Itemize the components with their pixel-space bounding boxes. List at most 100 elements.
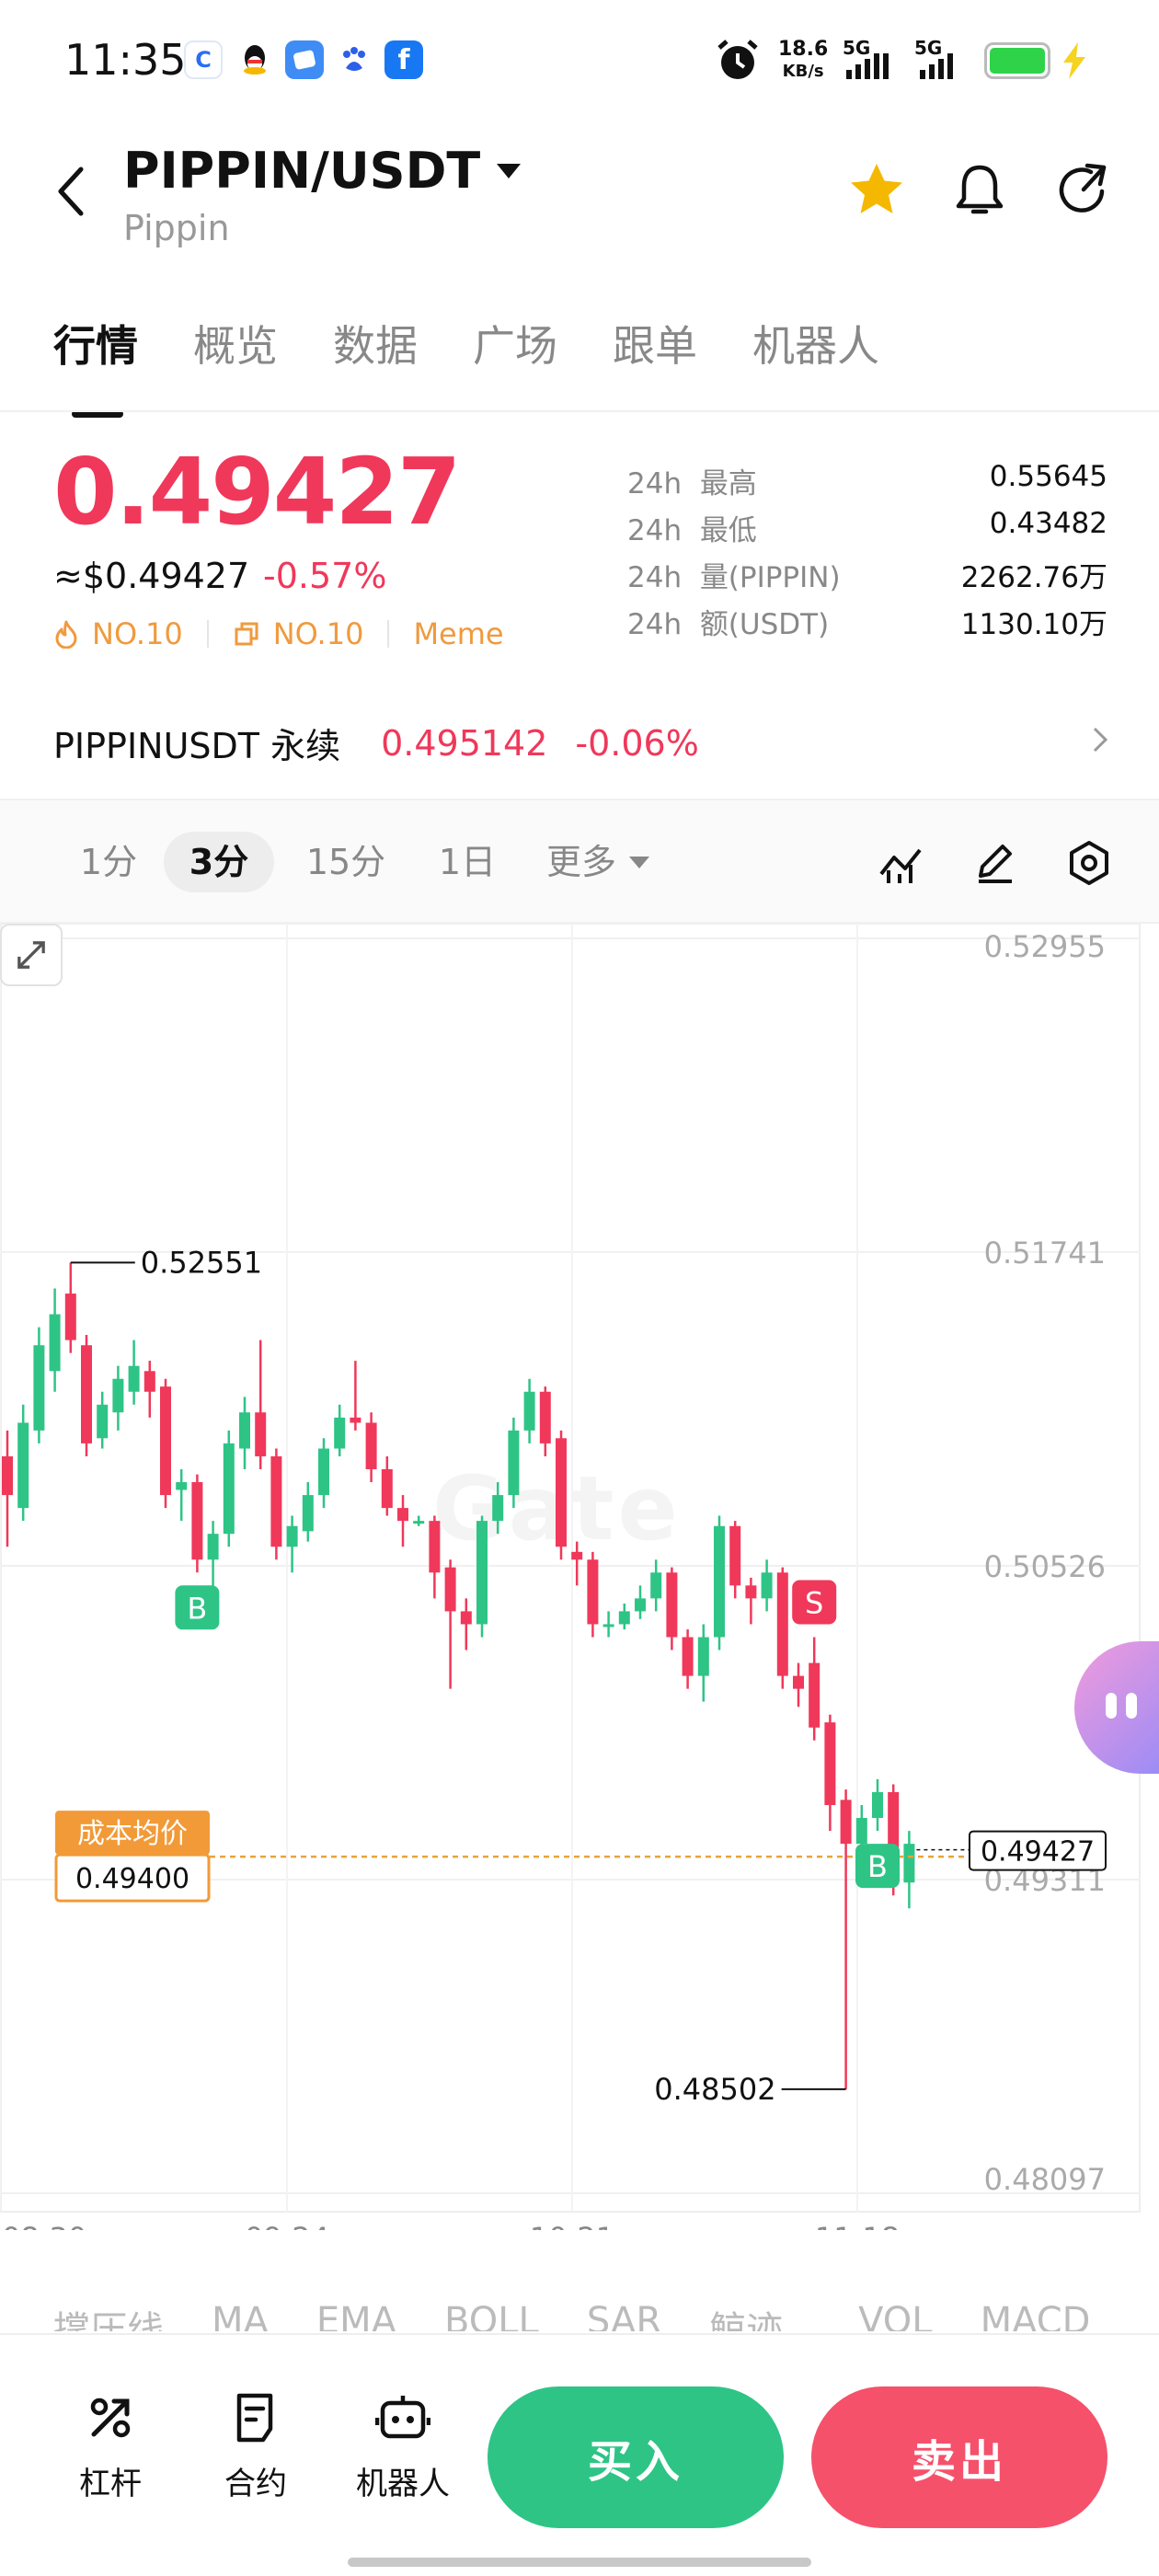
badge-separator: [206, 620, 209, 648]
browser-icon: C: [184, 40, 223, 79]
x-tick-label: 08:30: [2, 2221, 86, 2230]
caret-down-icon: [497, 163, 522, 178]
leverage-button[interactable]: 杠杆: [46, 2390, 175, 2503]
interval-15m[interactable]: 15分: [305, 842, 386, 882]
perpetual-link[interactable]: PIPPINUSDT 永续 0.495142 -0.06%: [53, 718, 1111, 768]
candle-body: [682, 1637, 694, 1676]
pair-selector[interactable]: PIPPIN/USDT: [123, 142, 522, 200]
stat-row: 24h 最高 0.55645: [627, 460, 1107, 507]
candle-body: [602, 1624, 614, 1627]
bell-icon[interactable]: [947, 158, 1012, 223]
contract-icon: [236, 2393, 273, 2443]
interval-1d[interactable]: 1日: [438, 842, 497, 882]
chart-canvas[interactable]: 0.529550.517410.505260.493110.4809708:30…: [0, 924, 1159, 2230]
perp-name: PIPPINUSDT 永续: [53, 726, 341, 766]
candle-body: [745, 1585, 757, 1599]
y-tick-label: 0.48097: [984, 2162, 1106, 2197]
network-speed: 18.6 KB/s: [778, 38, 829, 82]
indicator-ema[interactable]: EMA: [316, 2300, 397, 2331]
indicator-vol[interactable]: VOL: [858, 2300, 933, 2331]
candle-body: [476, 1521, 488, 1625]
y-tick-label: 0.50526: [984, 1549, 1106, 1584]
rank-badges: NO.10 NO.10 Meme: [53, 616, 504, 651]
candle-body: [444, 1567, 456, 1612]
indicator-sar[interactable]: SAR: [586, 2300, 662, 2331]
interval-more[interactable]: 更多: [546, 832, 675, 892]
network-label-1: 5G: [843, 37, 871, 59]
cost-value: 0.49400: [75, 1863, 189, 1895]
buy-button[interactable]: 买入: [488, 2386, 784, 2528]
stat-volume: 2262.76万: [960, 561, 1107, 594]
candle-body: [302, 1495, 314, 1532]
candle-body: [666, 1572, 678, 1638]
candle-body: [64, 1294, 76, 1340]
candle-body: [143, 1371, 155, 1392]
baidu-icon: [335, 40, 373, 79]
signal-icon-1: [846, 53, 889, 79]
candle-body: [286, 1525, 298, 1547]
candle-body: [539, 1391, 551, 1443]
star-icon[interactable]: [844, 158, 909, 223]
sell-button[interactable]: 卖出: [811, 2386, 1107, 2528]
settings-hex-icon[interactable]: [1063, 837, 1115, 889]
pair-header: PIPPIN/USDT Pippin: [0, 129, 1159, 267]
stat-high: 0.55645: [989, 460, 1107, 493]
candle-body: [318, 1448, 329, 1496]
sector-rank-badge[interactable]: NO.10: [233, 616, 363, 651]
home-indicator[interactable]: [348, 2558, 811, 2567]
usd-price: ≈$0.49427: [53, 556, 250, 596]
candle-body: [49, 1314, 61, 1372]
badge-separator: [387, 620, 390, 648]
leverage-icon: [90, 2398, 131, 2438]
buy-marker-label: B: [187, 1591, 207, 1626]
candle-body: [635, 1598, 646, 1612]
candle-body: [776, 1572, 788, 1676]
tab-overview[interactable]: 概览: [193, 321, 278, 371]
cost-label: 成本均价: [77, 1818, 188, 1850]
meme-tag[interactable]: Meme: [413, 616, 504, 651]
hot-rank-badge[interactable]: NO.10: [53, 616, 183, 651]
candle-body: [128, 1365, 140, 1392]
candle-body: [176, 1482, 188, 1490]
pair-subtitle: Pippin: [123, 208, 230, 248]
interval-1m[interactable]: 1分: [79, 842, 138, 882]
indicator-whale[interactable]: 鲸迹: [709, 2309, 784, 2331]
tab-bots[interactable]: 机器人: [752, 321, 879, 371]
indicator-boll[interactable]: BOLL: [444, 2300, 539, 2331]
candle-body: [729, 1525, 741, 1586]
robot-button[interactable]: 机器人: [339, 2390, 467, 2503]
indicator-support[interactable]: 撑压线: [53, 2309, 164, 2331]
candle-body: [809, 1662, 820, 1728]
candle-body: [508, 1430, 520, 1496]
indicator-macd[interactable]: MACD: [980, 2300, 1091, 2331]
candle-body: [903, 1844, 915, 1883]
low-label: 0.48502: [654, 2072, 775, 2107]
mail-icon: [285, 40, 324, 79]
candle-body: [334, 1417, 346, 1449]
contract-button[interactable]: 合约: [191, 2390, 320, 2503]
candle-body: [460, 1611, 472, 1625]
interval-3m[interactable]: 3分: [164, 832, 274, 892]
draw-pencil-icon[interactable]: [970, 837, 1021, 889]
tab-copy-trading[interactable]: 跟单: [613, 321, 697, 371]
main-tabs: 行情 概览 数据 广场 跟单 机器人: [53, 313, 879, 418]
last-price: 0.49427: [53, 438, 461, 546]
gate-watermark: Gate: [432, 1457, 682, 1560]
tab-market[interactable]: 行情: [53, 313, 138, 418]
tab-square[interactable]: 广场: [473, 321, 557, 371]
candlestick-chart[interactable]: Gate 0.529550.517410.505260.493110.48097…: [0, 924, 1159, 2230]
indicator-ma[interactable]: MA: [212, 2300, 269, 2331]
x-tick-label: 09:24: [245, 2221, 329, 2230]
share-icon[interactable]: [1050, 158, 1115, 223]
tab-data[interactable]: 数据: [333, 321, 418, 371]
candle-body: [492, 1495, 504, 1522]
buy-marker: [175, 1585, 220, 1630]
y-tick-label: 0.52955: [984, 929, 1106, 964]
back-arrow-icon[interactable]: [53, 164, 90, 219]
candle-body: [239, 1412, 250, 1449]
candle-body: [714, 1525, 725, 1638]
indicator-icon[interactable]: [876, 837, 927, 889]
interval-bar: 1分 3分 15分 1日 更多: [0, 799, 1159, 924]
robot-icon: [375, 2396, 430, 2439]
expand-icon[interactable]: [0, 924, 63, 986]
